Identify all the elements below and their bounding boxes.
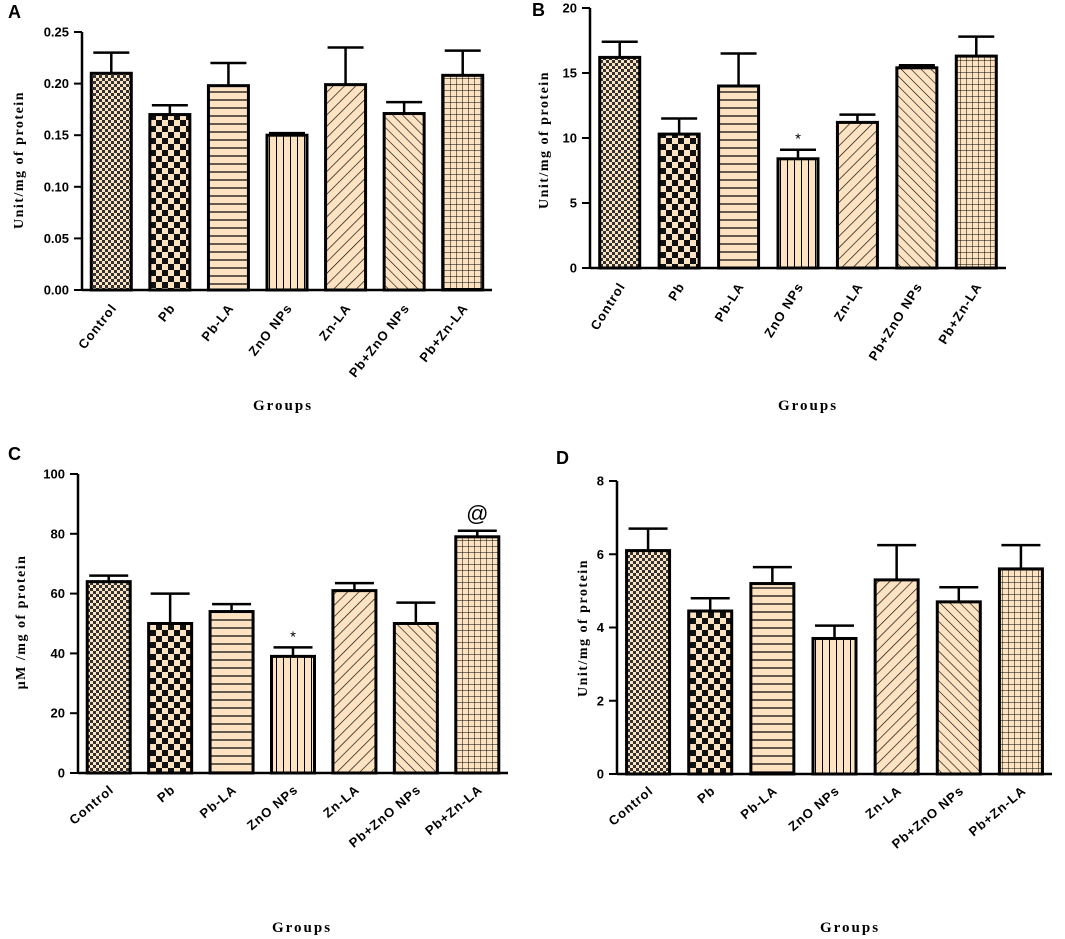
category-label: Pb+Zn-LA [416,301,471,365]
x-axis-title: Groups [272,920,332,936]
category-label: Pb [154,782,178,805]
bar [208,610,255,775]
category-label: ZnO NPs [245,301,295,359]
category-label: Control [606,783,656,829]
significance-mark: * [795,131,801,148]
bar [324,83,368,292]
category-label: Pb+Zn-LA [422,782,485,838]
category-label: ZnO NPs [761,280,807,340]
category-label: ZnO NPs [785,783,842,834]
panel-a: A 0.00 0.05 0.10 0.15 0.20 0.25 Unit/mg of prot… [8,2,492,414]
y-tick-label: 0.20 [44,76,69,91]
panel-c: C 0 20 40 60 80 100 µM /mg of protein Groups Cont… [8,444,508,936]
y-axis-title: Unit/mg of protein [12,91,27,229]
category-label: Pb-LA [198,301,236,344]
category-label: Pb+ZnO NPs [865,280,925,364]
bar [625,549,672,776]
y-axis-title: µM /mg of protein [14,555,29,690]
category-label: Control [587,280,628,333]
bar [776,157,820,270]
category-label: Pb-LA [711,280,747,325]
bar [392,622,439,775]
bar [598,55,642,270]
bar [148,113,192,292]
bar [89,71,133,292]
bar [749,582,796,776]
bar [441,73,485,292]
y-tick-label: 100 [43,467,65,482]
bar [835,120,879,270]
panel-d: D 0 2 4 6 8 Unit/mg of protein Groups Control Pb P… [556,448,1052,936]
category-label: Pb-LA [737,783,780,822]
significance-mark: * [290,628,296,645]
bar [895,66,939,270]
bar [331,589,378,775]
x-axis-title: Groups [253,398,313,414]
bar [997,567,1044,776]
y-tick-label: 8 [597,474,604,489]
y-tick-label: 6 [597,547,604,562]
y-tick-label: 60 [51,586,65,601]
category-label: Pb+Zn-LA [935,280,985,347]
bar [454,535,501,775]
panel-letter: D [556,448,569,468]
y-tick-label: 0 [597,767,604,782]
category-label: Pb [155,301,178,325]
y-tick-label: 0.00 [44,283,69,298]
bar [657,132,701,270]
category-label: Pb+Zn-LA [966,783,1029,839]
bar [270,654,316,775]
bar [873,578,920,776]
significance-mark: @ [466,501,488,526]
bar [265,133,309,292]
panel-letter: C [8,444,21,464]
category-label: Zn-LA [316,301,354,344]
y-tick-label: 15 [563,66,577,81]
bar [811,636,858,776]
category-label: Zn-LA [862,783,904,822]
bar [687,609,734,776]
x-axis-title: Groups [820,920,880,936]
y-tick-label: 0.10 [44,179,69,194]
y-tick-label: 0.25 [44,25,69,40]
bar [935,600,982,776]
category-label: Pb-LA [197,782,240,821]
y-tick-label: 0 [58,766,65,781]
y-axis-title: Unit/mg of protein [576,559,591,697]
y-tick-label: 20 [51,706,65,721]
y-tick-label: 5 [570,196,577,211]
category-label: Zn-LA [320,782,362,821]
category-label: Pb+ZnO NPs [346,301,413,380]
y-tick-label: 0 [570,261,577,276]
y-tick-label: 0.15 [44,128,69,143]
y-tick-label: 20 [563,1,577,16]
bar [147,622,194,775]
category-label: Pb [694,783,718,806]
bar [717,84,761,270]
bar [85,580,132,775]
category-label: Zn-LA [831,280,866,324]
y-tick-label: 80 [51,526,65,541]
y-tick-label: 40 [51,646,65,661]
panel-letter: B [532,0,545,20]
y-tick-label: 4 [597,620,605,635]
bar [382,112,426,292]
bar [954,54,998,270]
category-label: ZnO NPs [244,782,301,833]
y-tick-label: 2 [597,693,604,708]
y-axis-title: Unit/mg of protein [537,71,552,209]
y-tick-label: 10 [563,131,577,146]
panel-letter: A [8,2,21,22]
category-label: Pb [665,280,688,304]
x-axis-title: Groups [778,398,838,414]
panel-b: B 0 5 10 15 20 Unit/mg of protein Groups Control… [532,0,1006,414]
category-label: Control [66,782,116,828]
category-label: Control [75,301,120,352]
bar [206,84,250,292]
y-tick-label: 0.05 [44,231,69,246]
